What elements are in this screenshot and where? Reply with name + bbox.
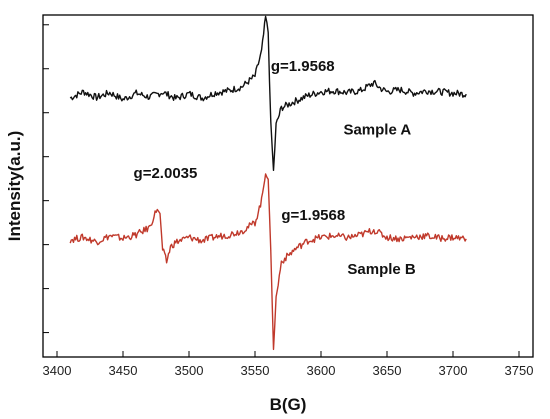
series-layer (69, 15, 467, 351)
x-tick-label: 3450 (109, 363, 138, 378)
x-tick-label: 3750 (505, 363, 534, 378)
annotation-label: g=1.9568 (271, 58, 335, 75)
x-tick-label: 3550 (241, 363, 270, 378)
annotation-label: Sample A (343, 122, 411, 139)
x-tick-label: 3700 (439, 363, 468, 378)
y-axis-label: Intensity(a.u.) (5, 131, 24, 242)
x-tick-label: 3400 (43, 363, 72, 378)
plot-frame (42, 14, 534, 358)
annotation-label: Sample B (347, 261, 416, 278)
annotation-layer: g=1.9568 Sample A g=2.0035 g=1.9568 Sample B (134, 58, 416, 278)
annotation-label: g=2.0035 (134, 165, 198, 182)
series-line-0 (69, 15, 467, 171)
x-tick-label: 3500 (175, 363, 204, 378)
x-tick-label: 3600 (307, 363, 336, 378)
x-tick-label: 3650 (373, 363, 402, 378)
annotation-label: g=1.9568 (281, 207, 345, 224)
y-axis-ticks (43, 24, 49, 334)
series-line-1 (69, 173, 467, 351)
x-axis-ticks: 3400 3450 3500 3550 3600 3650 3700 3750 (43, 351, 534, 378)
x-axis-label: B(G) (270, 395, 307, 414)
